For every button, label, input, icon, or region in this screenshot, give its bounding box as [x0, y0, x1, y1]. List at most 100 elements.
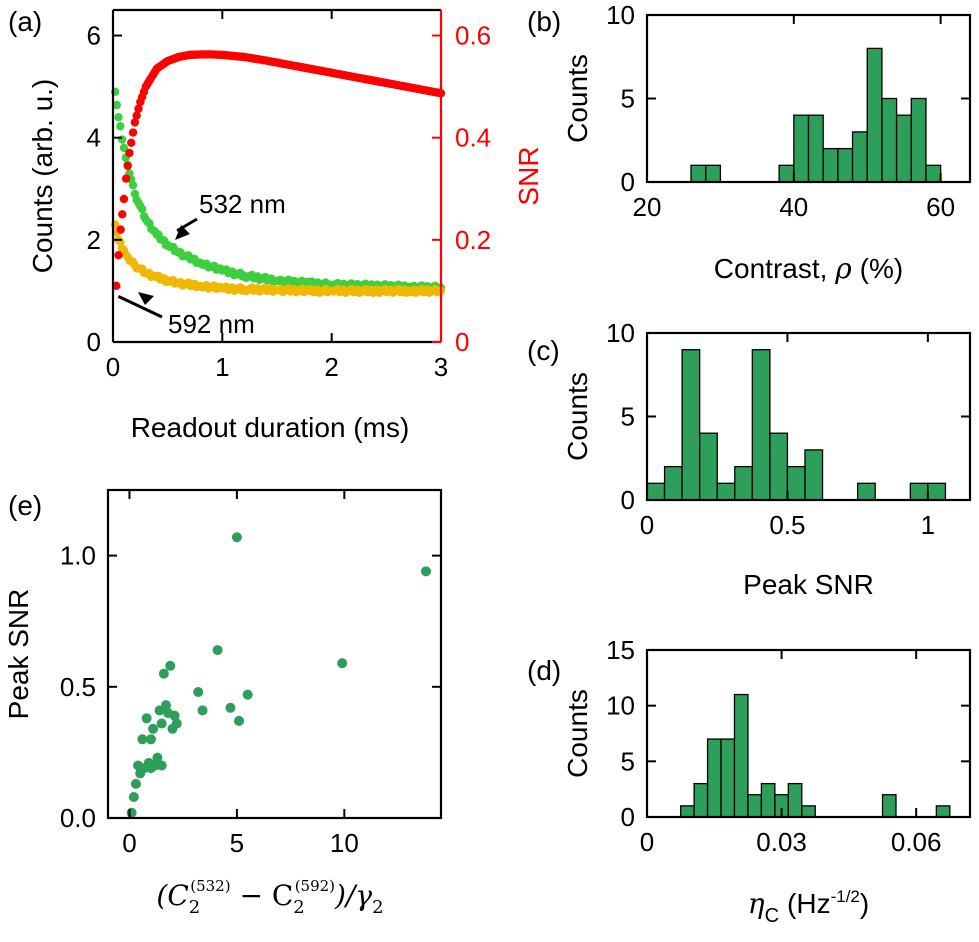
series-yellow: [110, 220, 446, 297]
data-point: [125, 148, 134, 158]
x-tick-label: 0: [640, 510, 654, 540]
scatter-point: [130, 778, 141, 789]
histogram-bar: [706, 738, 722, 818]
y-tick-label: 5: [621, 84, 635, 114]
data-point: [128, 128, 138, 137]
histogram-bar: [733, 693, 749, 818]
data-point: [112, 100, 122, 110]
arrow-592-head: [138, 292, 154, 305]
histogram-bar: [693, 782, 709, 818]
histogram-bar: [857, 482, 876, 501]
histogram-bar: [925, 164, 942, 183]
histogram-bar: [881, 794, 897, 818]
y-tick-label: 0: [621, 802, 635, 832]
y-axis-label: Counts: [562, 689, 593, 778]
x-axis-label: Peak SNR: [743, 569, 874, 600]
x-tick-label: 2: [324, 352, 338, 382]
y2-tick-label: 0.4: [455, 123, 491, 153]
panel-label-d: (d): [527, 655, 561, 686]
x-label-superscript: -1/2: [831, 887, 860, 906]
x-tick-label: 0: [640, 827, 654, 857]
histogram-bar: [663, 465, 683, 501]
y-tick-label: 4: [87, 123, 101, 153]
scatter-point: [420, 566, 431, 577]
y2-tick-label: 0.6: [455, 21, 491, 51]
y-tick-label: 0: [87, 327, 101, 357]
x-tick-label: 5: [230, 828, 244, 858]
scatter-point: [137, 734, 148, 745]
data-point: [114, 250, 123, 260]
x-label-symbol: ρ: [834, 252, 852, 285]
x-label-symbol: η: [748, 887, 765, 920]
histogram-bar: [866, 47, 883, 183]
scatter-point: [161, 700, 172, 711]
data-point: [128, 181, 138, 190]
y-tick-label: 6: [87, 21, 101, 51]
x-tick-label: 1: [921, 510, 935, 540]
x-tick-label: 3: [434, 352, 448, 382]
scatter-point: [152, 752, 163, 763]
x-tick-label: 0.06: [891, 827, 942, 857]
scatter-point: [126, 807, 137, 818]
histogram-bar: [778, 164, 795, 183]
x-axis-label-math: (C2(532) − C2(592))/γ2: [156, 877, 383, 918]
math-part: )/γ: [334, 879, 372, 912]
histogram-bar: [801, 805, 816, 818]
histogram-bar: [822, 147, 839, 183]
histogram-bar: [895, 114, 912, 183]
data-point: [130, 118, 140, 127]
scatter-point: [158, 668, 169, 679]
panel-b: 20 40 60 0 5 10 Counts(b) Contrast, ρ (%): [527, 0, 972, 285]
x-label-text: Contrast,: [714, 253, 835, 284]
data-point: [132, 111, 141, 120]
scatter-point: [231, 532, 242, 543]
panel-label-a: (a): [8, 6, 42, 37]
histogram-bar: [837, 147, 854, 183]
math-part: (592): [295, 877, 335, 895]
histogram-bar: [705, 164, 722, 183]
histogram-bar: [690, 164, 707, 183]
data-point: [123, 161, 132, 170]
math-part: 2: [293, 897, 304, 918]
y-tick-label: 0.5: [60, 672, 96, 702]
math-part: 2: [189, 897, 200, 918]
scatter-point: [128, 792, 139, 803]
scatter-point: [197, 705, 208, 716]
scatter-point: [156, 760, 167, 771]
x-axis-label: ηC (Hz-1/2): [748, 887, 869, 927]
histogram-bar: [807, 114, 824, 183]
x-label-close: ): [860, 888, 869, 919]
histogram-bar: [793, 114, 810, 183]
histogram-bar: [720, 738, 736, 818]
y-axis-label: Counts (arb. u.): [27, 79, 58, 274]
x-tick-label: 0: [122, 828, 136, 858]
scatter-point: [234, 715, 245, 726]
histogram-bar: [734, 465, 753, 501]
y-tick-label: 15: [606, 635, 635, 665]
y-tick-label: 2: [87, 225, 101, 255]
y-axis-label: Counts: [562, 54, 593, 143]
histogram-bar: [881, 97, 898, 183]
histogram-bar: [910, 97, 927, 183]
histogram-bar: [935, 805, 951, 818]
y-tick-label: 0.0: [60, 803, 96, 833]
x-tick-label: 60: [926, 192, 955, 222]
panel-label-c: (c): [527, 335, 560, 366]
panel-d: 0 0.03 0.06 0 5 10 15 Counts(d) ηC (Hz-1/2): [527, 635, 972, 927]
scatter-point: [193, 687, 204, 698]
math-part: (532): [190, 877, 230, 895]
x-tick-label: 20: [633, 192, 662, 222]
y-tick-label: 10: [606, 0, 635, 30]
y2-tick-label: 0.2: [455, 225, 491, 255]
scatter-point: [225, 702, 236, 713]
data-point: [118, 210, 127, 219]
x-label-subscript: C: [765, 905, 779, 927]
y-tick-label: 0: [621, 485, 635, 515]
data-point: [137, 204, 147, 214]
histogram-bar: [787, 782, 803, 818]
x-tick-label: 10: [330, 828, 359, 858]
y-tick-label: 5: [621, 746, 635, 776]
scatter-point: [171, 718, 182, 729]
scatter-point: [148, 723, 159, 734]
